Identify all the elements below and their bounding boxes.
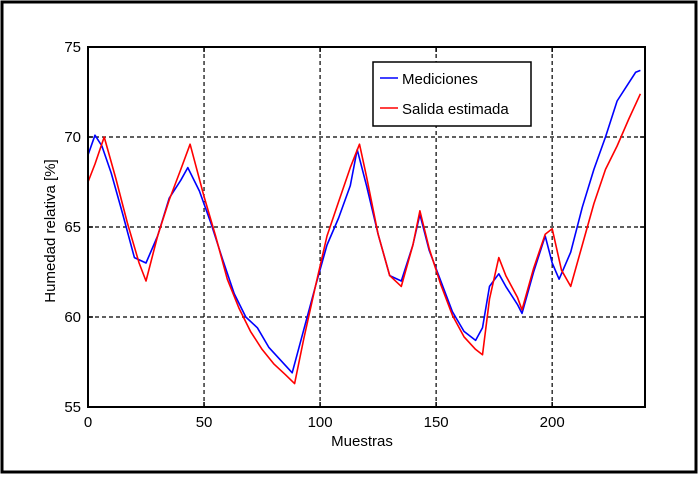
y-tick-label: 70 (64, 129, 81, 146)
y-axis-label: Humedad relativa [%] (42, 159, 59, 302)
x-tick-label: 150 (424, 414, 449, 431)
legend-label-mediciones: Mediciones (402, 71, 478, 88)
y-tick-label: 60 (64, 309, 81, 326)
x-tick-label: 100 (308, 414, 333, 431)
axis-ticks: 0 50 100 150 200 55 60 65 70 75 (64, 39, 645, 431)
y-tick-label: 55 (64, 399, 81, 416)
x-tick-label: 0 (84, 414, 92, 431)
legend-box (372, 61, 532, 127)
series-layer (87, 69, 642, 385)
series-line-salida-estimada (87, 93, 642, 385)
legend: Mediciones Salida estimada (372, 61, 532, 127)
plot-area (88, 47, 645, 407)
y-tick-label: 65 (64, 219, 81, 236)
legend-label-salida-estimada: Salida estimada (402, 101, 509, 118)
y-tick-label: 75 (64, 39, 81, 56)
x-tick-label: 200 (540, 414, 565, 431)
x-axis-label: Muestras (331, 433, 393, 450)
x-tick-label: 50 (196, 414, 213, 431)
